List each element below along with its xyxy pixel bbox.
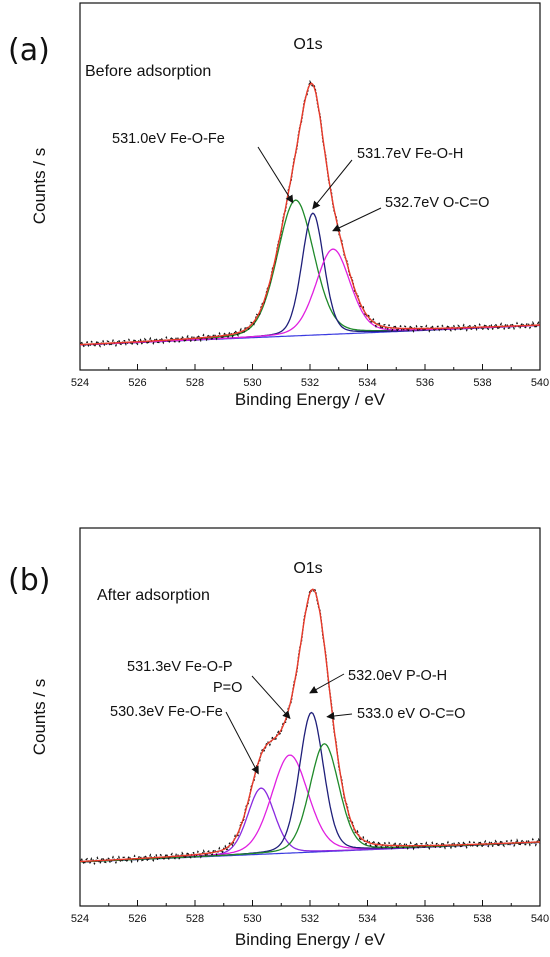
panel-b-envelope bbox=[79, 588, 540, 863]
panel-a-xtick-label: 528 bbox=[186, 377, 204, 389]
panel-a-annotation-1: 531.7eV Fe-O-H bbox=[357, 146, 463, 162]
panel-a-title: O1s bbox=[293, 36, 322, 53]
panel-a-xtick-label: 538 bbox=[473, 377, 491, 389]
panel-a-peak-0 bbox=[80, 199, 541, 346]
panel-b-curves bbox=[79, 587, 541, 866]
panel-b-xtick-label: 524 bbox=[71, 913, 89, 925]
panel-b-ylabel: Counts / s bbox=[30, 679, 49, 756]
panel-b-annotation-0-line2: P=O bbox=[213, 680, 242, 696]
panel-b-xtick-label: 538 bbox=[473, 913, 491, 925]
panel-a-annotation-0: 531.0eV Fe-O-Fe bbox=[112, 131, 225, 147]
panel-a-xticks: 524 526 528 530 532 534 536 538 540 bbox=[71, 364, 549, 389]
panel-b-xtick-label: 536 bbox=[416, 913, 434, 925]
panel-b-xtick-label: 534 bbox=[358, 913, 376, 925]
panel-b: (b) O1s After adsorption Counts / s Bind… bbox=[8, 527, 549, 949]
panel-a-raw-data bbox=[79, 79, 541, 349]
panel-b-subtitle: After adsorption bbox=[97, 587, 210, 604]
panel-a-xtick-label: 524 bbox=[71, 377, 89, 389]
panel-a-xtick-label: 534 bbox=[358, 377, 376, 389]
panel-a-xtick-label: 532 bbox=[301, 377, 319, 389]
panel-a-xtick-label: 536 bbox=[416, 377, 434, 389]
panel-b-annotation-arrow-2 bbox=[309, 673, 345, 694]
panel-b-xticks: 524 526 528 530 532 534 536 538 540 bbox=[71, 900, 549, 925]
panel-a-frame bbox=[79, 2, 541, 371]
panel-b-annotations: 531.3eV Fe-O-P P=O 530.3eV Fe-O-Fe 532.0… bbox=[110, 659, 465, 775]
panel-b-xlabel: Binding Energy / eV bbox=[235, 930, 386, 949]
panel-a-xlabel: Binding Energy / eV bbox=[235, 390, 386, 409]
panel-a-annotation-arrow-1 bbox=[312, 159, 353, 210]
panel-a-envelope bbox=[80, 82, 541, 346]
panel-a-subtitle: Before adsorption bbox=[85, 63, 211, 80]
panel-a-letter: (a) bbox=[8, 33, 50, 68]
panel-a-curves bbox=[79, 79, 541, 349]
panel-a-annotations: 531.0eV Fe-O-Fe 531.7eV Fe-O-H 532.7eV O… bbox=[112, 131, 489, 232]
panel-b-xtick-label: 530 bbox=[243, 913, 261, 925]
panel-a-annotation-2: 532.7eV O-C=O bbox=[385, 195, 489, 211]
panel-a-peak-1 bbox=[80, 212, 540, 346]
panel-a-xtick-label: 526 bbox=[128, 377, 146, 389]
panel-a-ylabel: Counts / s bbox=[30, 148, 49, 225]
panel-a-annotation-arrow-2 bbox=[332, 207, 382, 232]
panel-b-annotation-1: 530.3eV Fe-O-Fe bbox=[110, 704, 223, 720]
panel-b-annotation-3: 533.0 eV O-C=O bbox=[357, 706, 465, 722]
panel-b-xtick-label: 526 bbox=[128, 913, 146, 925]
panel-b-annotation-0: 531.3eV Fe-O-P bbox=[127, 659, 233, 675]
panel-b-xtick-label: 528 bbox=[186, 913, 204, 925]
panel-b-raw-data bbox=[79, 587, 541, 866]
panel-b-annotation-arrow-1 bbox=[225, 711, 259, 775]
panel-a-xtick-label: 540 bbox=[531, 377, 549, 389]
panel-b-title: O1s bbox=[293, 560, 322, 577]
panel-b-letter: (b) bbox=[8, 563, 50, 598]
panel-a-peak-2 bbox=[79, 248, 540, 346]
panel-b-annotation-arrow-3 bbox=[326, 711, 353, 720]
panel-a-xtick-label: 530 bbox=[243, 377, 261, 389]
panel-b-annotation-2: 532.0eV P-O-H bbox=[348, 668, 447, 684]
panel-a-annotation-arrow-0 bbox=[257, 146, 294, 204]
panel-b-xtick-label: 532 bbox=[301, 913, 319, 925]
panel-b-annotation-arrow-0 bbox=[251, 675, 291, 720]
panel-b-xtick-label: 540 bbox=[531, 913, 549, 925]
panel-a: (a) O1s Before adsorption Counts / s Bin… bbox=[8, 2, 549, 409]
